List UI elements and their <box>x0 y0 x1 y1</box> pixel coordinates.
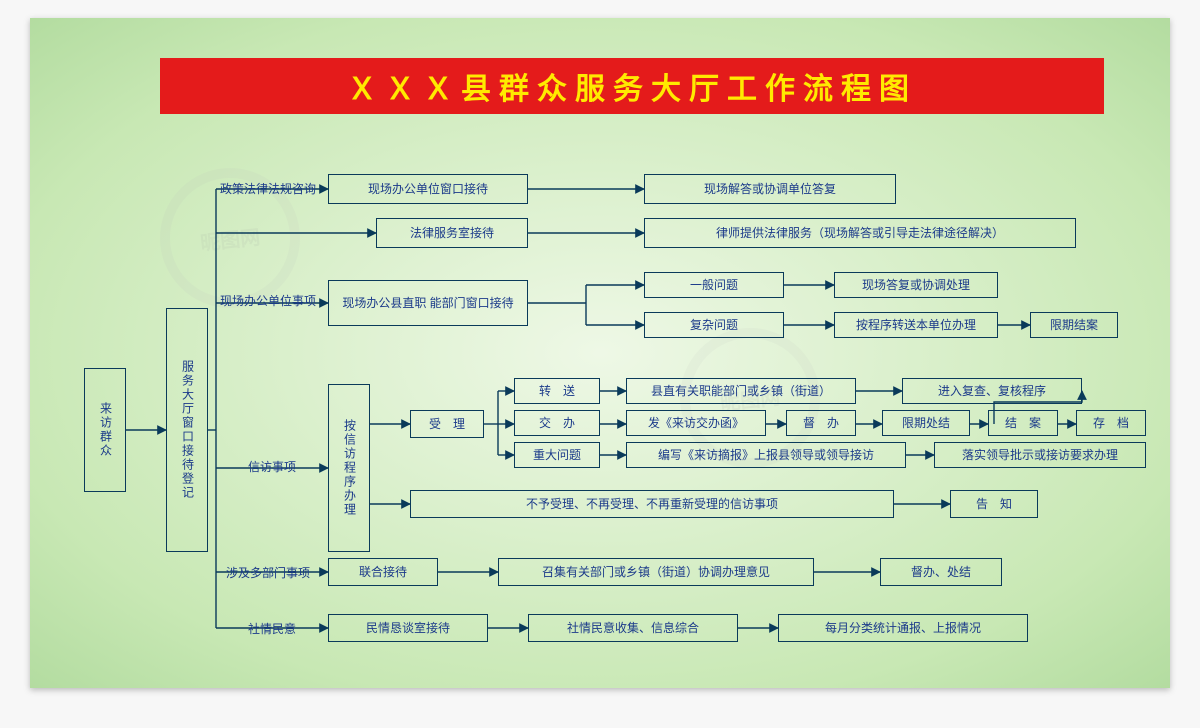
node: 落实领导批示或接访要求办理 <box>934 442 1146 468</box>
node: 现场办公县直职 能部门窗口接待 <box>328 280 528 326</box>
node: 进入复查、复核程序 <box>902 378 1082 404</box>
branch-label: 涉及多部门事项 <box>226 564 310 581</box>
node: 不予受理、不再受理、不再重新受理的信访事项 <box>410 490 894 518</box>
node: 按程序转送本单位办理 <box>834 312 998 338</box>
node: 县直有关职能部门或乡镇（街道） <box>626 378 856 404</box>
node: 民情恳谈室接待 <box>328 614 488 642</box>
node: 限期处结 <box>882 410 970 436</box>
branch-label: 政策法律法规咨询 <box>220 180 316 197</box>
node: 现场答复或协调处理 <box>834 272 998 298</box>
branch-label: 现场办公单位事项 <box>220 292 316 309</box>
node-registration: 服务大厅窗口接待登记 <box>166 308 208 552</box>
title-text: ＸＸＸ县群众服务大厅工作流程图 <box>347 64 917 108</box>
node: 按信访程序办理 <box>328 384 370 552</box>
node: 召集有关部门或乡镇（街道）协调办理意见 <box>498 558 814 586</box>
node: 社情民意收集、信息综合 <box>528 614 738 642</box>
node: 重大问题 <box>514 442 600 468</box>
node: 每月分类统计通报、上报情况 <box>778 614 1028 642</box>
node: 结 案 <box>988 410 1058 436</box>
node: 发《来访交办函》 <box>626 410 766 436</box>
node: 一般问题 <box>644 272 784 298</box>
branch-label: 社情民意 <box>248 620 296 637</box>
node: 存 档 <box>1076 410 1146 436</box>
node: 法律服务室接待 <box>376 218 528 248</box>
node: 交 办 <box>514 410 600 436</box>
title-bar: ＸＸＸ县群众服务大厅工作流程图 <box>160 58 1104 114</box>
node-visitors: 来访群众 <box>84 368 126 492</box>
node: 律师提供法律服务（现场解答或引导走法律途径解决） <box>644 218 1076 248</box>
node: 告 知 <box>950 490 1038 518</box>
node: 转 送 <box>514 378 600 404</box>
node: 联合接待 <box>328 558 438 586</box>
flowchart-panel: 昵图网 昵图网 ＸＸＸ县群众服务大厅工作流程图 政策法律法规咨询 现场办公单位事… <box>30 18 1170 688</box>
node: 编写《来访摘报》上报县领导或领导接访 <box>626 442 906 468</box>
node: 现场办公单位窗口接待 <box>328 174 528 204</box>
node: 限期结案 <box>1030 312 1118 338</box>
node: 现场解答或协调单位答复 <box>644 174 896 204</box>
node: 督 办 <box>786 410 856 436</box>
node: 复杂问题 <box>644 312 784 338</box>
node: 受 理 <box>410 410 484 438</box>
branch-label: 信访事项 <box>248 458 296 475</box>
node: 督办、处结 <box>880 558 1002 586</box>
